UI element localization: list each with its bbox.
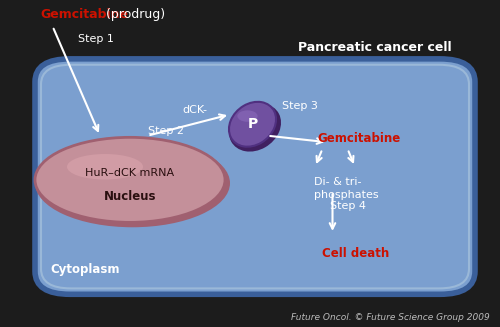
Text: Nucleus: Nucleus [104, 190, 156, 203]
Ellipse shape [35, 139, 230, 227]
Text: Future Oncol. © Future Science Group 2009: Future Oncol. © Future Science Group 200… [291, 313, 490, 322]
Text: P: P [248, 117, 258, 131]
Text: Cell death: Cell death [322, 247, 390, 260]
Ellipse shape [67, 154, 143, 180]
Text: Step 2: Step 2 [148, 126, 184, 136]
Text: Gemcitabine: Gemcitabine [318, 132, 401, 146]
Ellipse shape [229, 103, 281, 152]
FancyBboxPatch shape [35, 59, 475, 294]
Text: Pancreatic cancer cell: Pancreatic cancer cell [298, 41, 452, 54]
Ellipse shape [35, 137, 225, 222]
Text: Step 3: Step 3 [282, 101, 318, 111]
Text: Step 4: Step 4 [330, 201, 366, 211]
Text: dCK-: dCK- [182, 105, 208, 114]
Text: Gemcitabine: Gemcitabine [40, 8, 128, 21]
Ellipse shape [229, 102, 276, 147]
Text: (prodrug): (prodrug) [102, 8, 166, 21]
Text: Di- & tri-
phosphates: Di- & tri- phosphates [314, 177, 378, 200]
Text: HuR–dCK mRNA: HuR–dCK mRNA [86, 168, 174, 178]
Text: Step 1: Step 1 [78, 34, 114, 44]
Text: Cytoplasm: Cytoplasm [50, 263, 119, 276]
Ellipse shape [238, 111, 258, 122]
